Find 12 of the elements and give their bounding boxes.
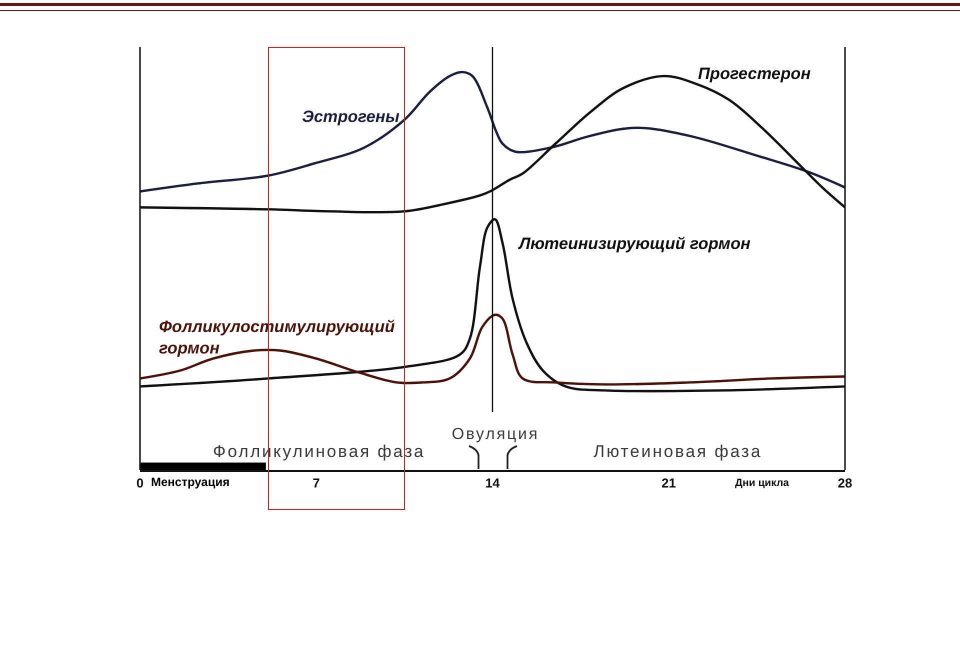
annotation: Лютеиновая фаза	[594, 442, 762, 461]
x-tick-label: 21	[662, 476, 676, 491]
x-tick-label: 14	[485, 476, 500, 491]
x-axis-title: Дни цикла	[735, 477, 790, 489]
series-label: Эстрогены	[302, 108, 400, 126]
series-label: Прогестерон	[698, 65, 811, 83]
x-tick-label: 28	[838, 476, 852, 491]
x-tick-label: 7	[312, 476, 320, 491]
series-label: Лютеинизирующий гормон	[518, 235, 751, 253]
series-label: Менструация	[151, 475, 230, 489]
ref-line-label: Овуляция	[452, 426, 540, 443]
x-tick-label: 0	[136, 476, 144, 491]
